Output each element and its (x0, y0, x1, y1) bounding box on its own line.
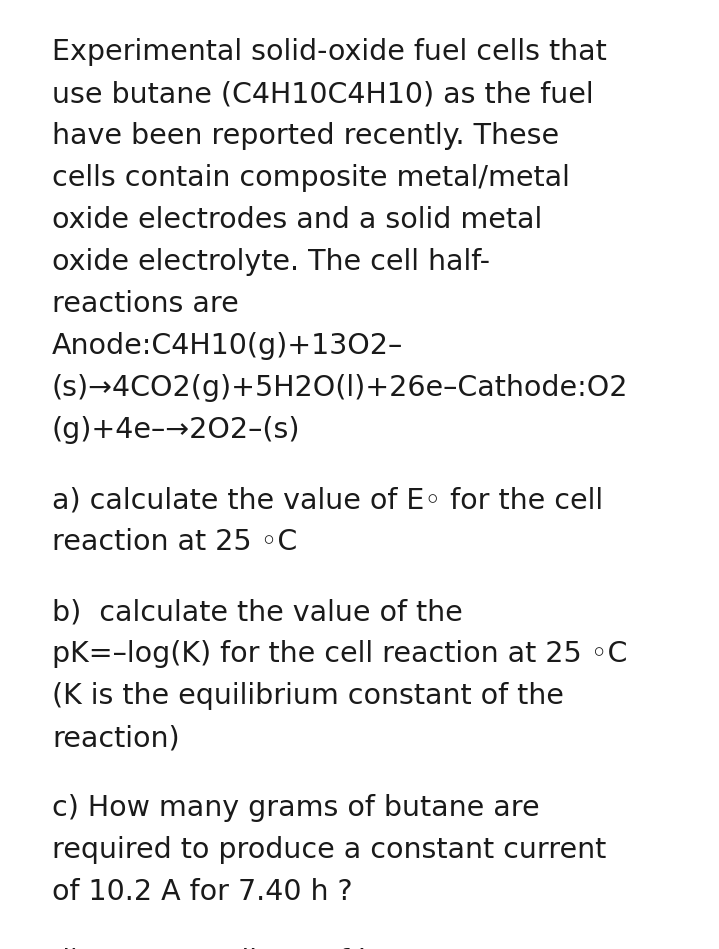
Text: required to produce a constant current: required to produce a constant current (52, 836, 606, 864)
Text: oxide electrodes and a solid metal: oxide electrodes and a solid metal (52, 206, 542, 234)
Text: (s)→4CO2(g)+5H2O(l)+26e–Cathode:O2: (s)→4CO2(g)+5H2O(l)+26e–Cathode:O2 (52, 374, 628, 402)
Text: Experimental solid-oxide fuel cells that: Experimental solid-oxide fuel cells that (52, 38, 607, 66)
Text: of 10.2 A for 7.40 h ?: of 10.2 A for 7.40 h ? (52, 878, 352, 906)
Text: pK=–log(K) for the cell reaction at 25 ◦C: pK=–log(K) for the cell reaction at 25 ◦… (52, 640, 628, 668)
Text: use butane (C4H10C4H10) as the fuel: use butane (C4H10C4H10) as the fuel (52, 80, 594, 108)
Text: d)How many liters of butane at 20 ◦C: d)How many liters of butane at 20 ◦C (52, 948, 587, 949)
Text: reactions are: reactions are (52, 290, 239, 318)
Text: Anode:C4H10(g)+13O2–: Anode:C4H10(g)+13O2– (52, 332, 403, 360)
Text: b)  calculate the value of the: b) calculate the value of the (52, 598, 463, 626)
Text: a) calculate the value of E◦ for the cell: a) calculate the value of E◦ for the cel… (52, 486, 603, 514)
Text: cells contain composite metal/metal: cells contain composite metal/metal (52, 164, 570, 192)
Text: (K is the equilibrium constant of the: (K is the equilibrium constant of the (52, 682, 564, 710)
Text: oxide electrolyte. The cell half-: oxide electrolyte. The cell half- (52, 248, 490, 276)
Text: have been reported recently. These: have been reported recently. These (52, 122, 559, 150)
Text: reaction): reaction) (52, 724, 180, 752)
Text: c) How many grams of butane are: c) How many grams of butane are (52, 794, 540, 822)
Text: (g)+4e–→2O2–(s): (g)+4e–→2O2–(s) (52, 416, 301, 444)
Text: reaction at 25 ◦C: reaction at 25 ◦C (52, 528, 297, 556)
